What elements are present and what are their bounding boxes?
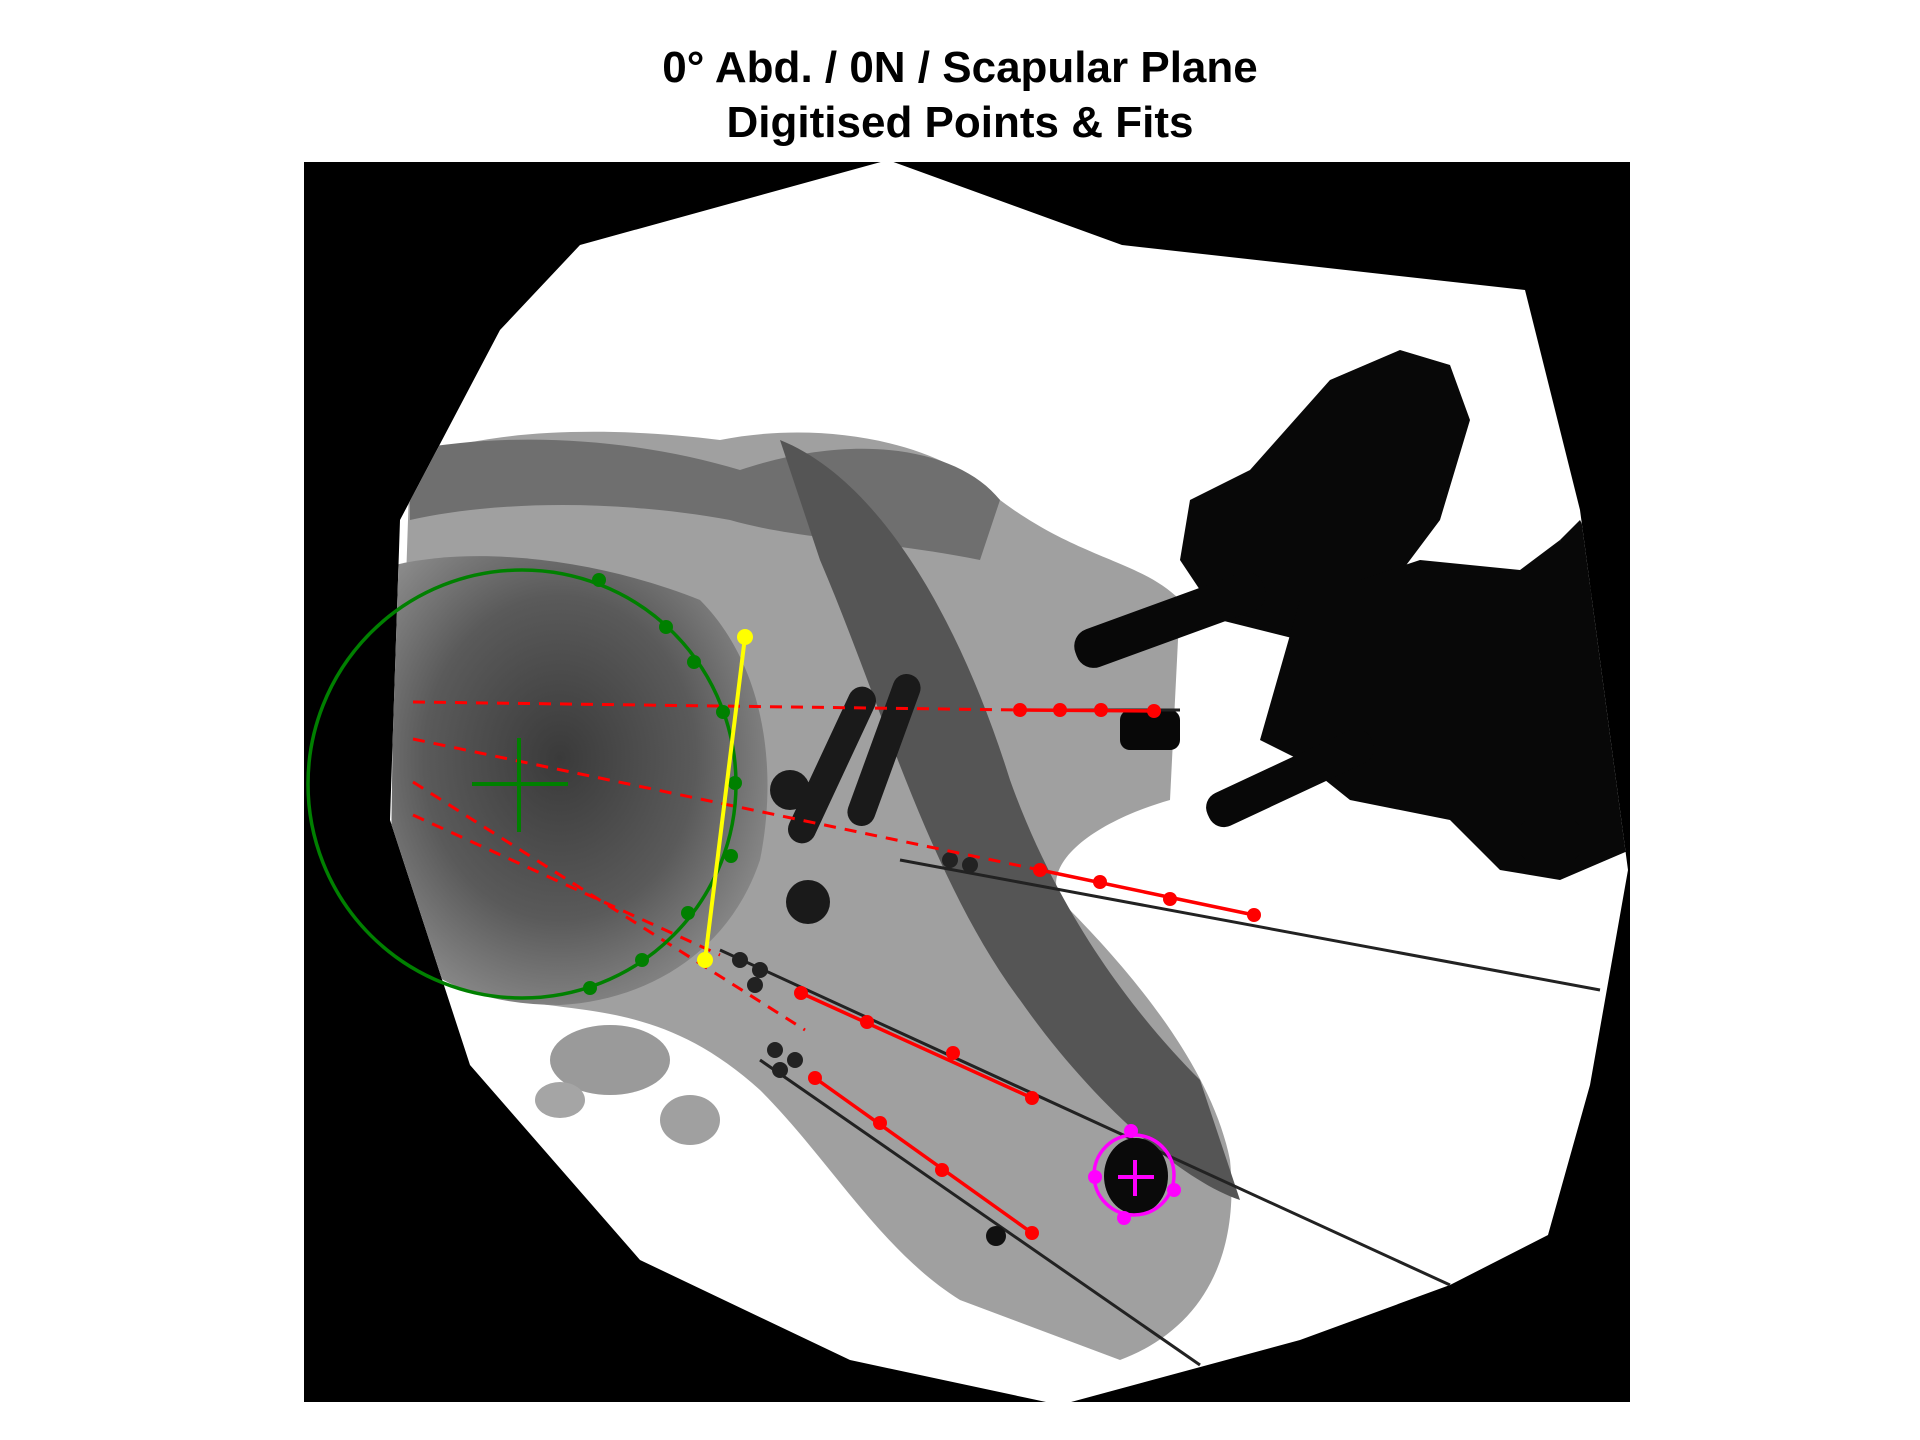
bead-center-cross-icon <box>1118 1160 1154 1196</box>
pin3-point <box>1025 1091 1039 1105</box>
figure-title: 0° Abd. / 0N / Scapular Plane Digitised … <box>0 40 1920 150</box>
pin2-point <box>1163 892 1177 906</box>
pin4-point <box>873 1116 887 1130</box>
pin3-point <box>860 1015 874 1029</box>
magenta-digitised-points <box>1088 1124 1181 1225</box>
pin4-point <box>935 1163 949 1177</box>
center-cross-icon <box>472 738 568 832</box>
pin1-point <box>1094 703 1108 717</box>
pin3-point <box>946 1046 960 1060</box>
pin4-point <box>1025 1226 1039 1240</box>
xray-image <box>390 162 1628 1402</box>
title-line-2: Digitised Points & Fits <box>726 98 1194 147</box>
pin1-point <box>1147 704 1161 718</box>
pin1-point <box>1053 703 1067 717</box>
glenoid-rim-line <box>697 629 753 968</box>
pin2-point <box>1247 908 1261 922</box>
pin1-point <box>1013 703 1027 717</box>
pin4-point <box>808 1071 822 1085</box>
green-digitised-points <box>583 573 742 995</box>
pin3-point <box>794 986 808 1000</box>
title-line-1: 0° Abd. / 0N / Scapular Plane <box>662 43 1258 92</box>
red-digitised-points <box>794 703 1261 1240</box>
pin2-point <box>1093 875 1107 889</box>
pin2-point <box>1033 863 1047 877</box>
red-pin-fits <box>800 708 1255 1235</box>
